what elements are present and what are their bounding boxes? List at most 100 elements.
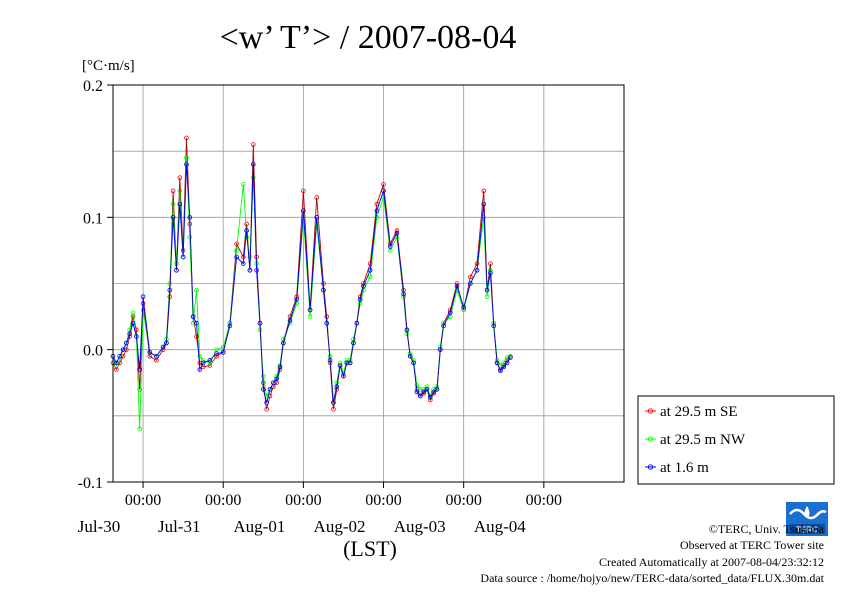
data-point [324, 320, 330, 326]
plot-frame [112, 84, 625, 483]
data-point [508, 355, 513, 360]
data-point [374, 208, 380, 214]
x-tick-time: 00:00 [125, 492, 161, 509]
x-tick-date: Aug-02 [314, 517, 366, 536]
data-point [180, 254, 186, 260]
data-point [271, 380, 276, 386]
legend-marker [647, 464, 654, 470]
data-point [421, 389, 426, 395]
data-point [200, 357, 206, 363]
data-point [187, 234, 193, 240]
x-tick-date: Jul-30 [78, 517, 121, 536]
data-point [498, 368, 503, 374]
data-point [321, 287, 326, 293]
data-point [351, 340, 356, 346]
data-point [197, 353, 203, 359]
legend: at 29.5 m SE at 29.5 m NW at 1.6 m [637, 395, 835, 485]
data-point [474, 267, 480, 273]
data-point [194, 287, 199, 293]
data-point [344, 357, 350, 363]
data-point [417, 393, 423, 399]
data-point [177, 188, 183, 194]
data-point [501, 364, 507, 370]
grid-lines [113, 85, 624, 482]
legend-label: at 1.6 m [660, 460, 709, 476]
data-point [367, 274, 373, 280]
data-point [468, 281, 473, 286]
data-point [117, 353, 122, 359]
data-point [260, 387, 266, 392]
data-point [197, 367, 203, 372]
data-point [488, 267, 493, 273]
x-tick-date: Jul-31 [158, 517, 201, 536]
footer-created: Created Automatically at 2007-08-04/23:3… [599, 555, 824, 569]
data-point [264, 406, 269, 412]
data-point [220, 344, 226, 350]
data-point [341, 373, 346, 379]
y-axis-unit: [°C·m/s] [82, 58, 135, 74]
data-point [314, 215, 320, 220]
data-point [307, 314, 313, 319]
data-point [414, 383, 420, 388]
legend-label: at 29.5 m SE [660, 404, 738, 420]
data-point [240, 181, 246, 187]
data-point [177, 201, 183, 207]
y-tick-label: 0.2 [83, 78, 103, 95]
data-point [234, 254, 239, 260]
svg-text:TERC: TERC [796, 526, 818, 535]
chart-title: <w’ T’> / 2007-08-04 [220, 19, 517, 56]
series-line [112, 137, 511, 410]
footer-copyright: ©TERC, Univ. Tsukuba [708, 522, 824, 536]
data-point [417, 387, 423, 392]
x-tick-time: 00:00 [445, 492, 481, 509]
data-point [274, 376, 279, 382]
data-point [214, 353, 219, 359]
legend-label: at 29.5 m NW [660, 432, 746, 448]
terc-logo: TERC [786, 502, 828, 541]
data-point [481, 201, 487, 207]
data-point [190, 320, 196, 326]
x-axis-ticks: 00:00Jul-3000:00Jul-3100:00Aug-0100:00Au… [78, 482, 562, 536]
trace-line [112, 137, 511, 410]
data-point [484, 294, 490, 300]
x-tick-date: Aug-01 [233, 517, 285, 536]
data-point [160, 344, 166, 350]
y-tick-label: 0.0 [83, 343, 103, 360]
y-tick-label: -0.1 [78, 475, 103, 492]
data-point [234, 248, 239, 253]
data-point [240, 261, 246, 266]
data-point [137, 367, 143, 372]
data-point [170, 201, 176, 207]
data-point [114, 360, 119, 366]
data-point [184, 162, 189, 167]
y-tick-label: 0.1 [83, 210, 103, 227]
data-point [200, 360, 206, 366]
data-point [488, 270, 493, 276]
data-point [431, 387, 436, 392]
data-point [154, 353, 159, 359]
legend-marker [647, 408, 654, 414]
x-tick-time: 00:00 [365, 492, 401, 509]
data-point [331, 400, 336, 405]
legend-marker [647, 436, 654, 442]
data-point [414, 389, 420, 395]
data-point [367, 267, 373, 273]
data-point [424, 384, 430, 390]
data-point [140, 294, 146, 300]
data-point [260, 373, 266, 379]
data-point [130, 310, 136, 315]
data-point [381, 188, 386, 194]
x-tick-date: Aug-03 [394, 517, 446, 536]
data-point [250, 162, 256, 167]
data-point [244, 228, 249, 233]
series-group [110, 135, 513, 412]
footer-source: Data source : /home/hojyo/new/TERC-data/… [480, 571, 824, 585]
data-point [137, 426, 143, 432]
data-point [281, 340, 286, 346]
data-point [214, 351, 219, 356]
data-point [194, 320, 199, 326]
data-point [407, 353, 413, 359]
data-point [374, 215, 380, 220]
data-point [207, 357, 213, 363]
